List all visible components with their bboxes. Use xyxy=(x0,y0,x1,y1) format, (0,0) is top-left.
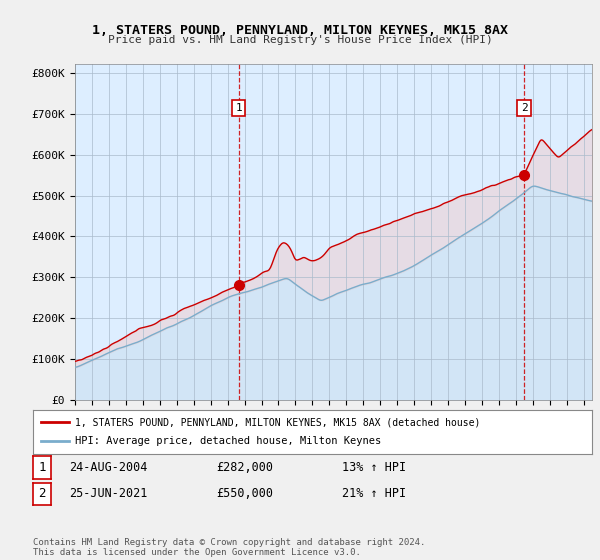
Text: 13% ↑ HPI: 13% ↑ HPI xyxy=(342,461,406,474)
Text: £282,000: £282,000 xyxy=(216,461,273,474)
Text: 1: 1 xyxy=(38,461,46,474)
Text: Contains HM Land Registry data © Crown copyright and database right 2024.
This d: Contains HM Land Registry data © Crown c… xyxy=(33,538,425,557)
Text: 21% ↑ HPI: 21% ↑ HPI xyxy=(342,487,406,501)
Text: 25-JUN-2021: 25-JUN-2021 xyxy=(69,487,148,501)
Text: HPI: Average price, detached house, Milton Keynes: HPI: Average price, detached house, Milt… xyxy=(75,436,381,446)
Text: £550,000: £550,000 xyxy=(216,487,273,501)
Text: 1: 1 xyxy=(235,103,242,113)
Text: Price paid vs. HM Land Registry's House Price Index (HPI): Price paid vs. HM Land Registry's House … xyxy=(107,35,493,45)
Text: 1, STATERS POUND, PENNYLAND, MILTON KEYNES, MK15 8AX (detached house): 1, STATERS POUND, PENNYLAND, MILTON KEYN… xyxy=(75,417,481,427)
Text: 2: 2 xyxy=(38,487,46,501)
Text: 1, STATERS POUND, PENNYLAND, MILTON KEYNES, MK15 8AX: 1, STATERS POUND, PENNYLAND, MILTON KEYN… xyxy=(92,24,508,36)
Text: 2: 2 xyxy=(521,103,527,113)
Text: 24-AUG-2004: 24-AUG-2004 xyxy=(69,461,148,474)
